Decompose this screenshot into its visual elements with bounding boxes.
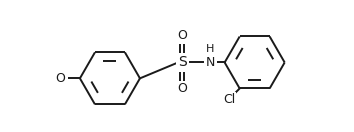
Text: S: S bbox=[178, 55, 187, 69]
Text: O: O bbox=[56, 72, 65, 85]
Text: N: N bbox=[206, 56, 215, 69]
Text: O: O bbox=[177, 29, 187, 43]
Text: Cl: Cl bbox=[223, 93, 235, 106]
Text: O: O bbox=[177, 82, 187, 95]
Text: H: H bbox=[206, 44, 215, 54]
